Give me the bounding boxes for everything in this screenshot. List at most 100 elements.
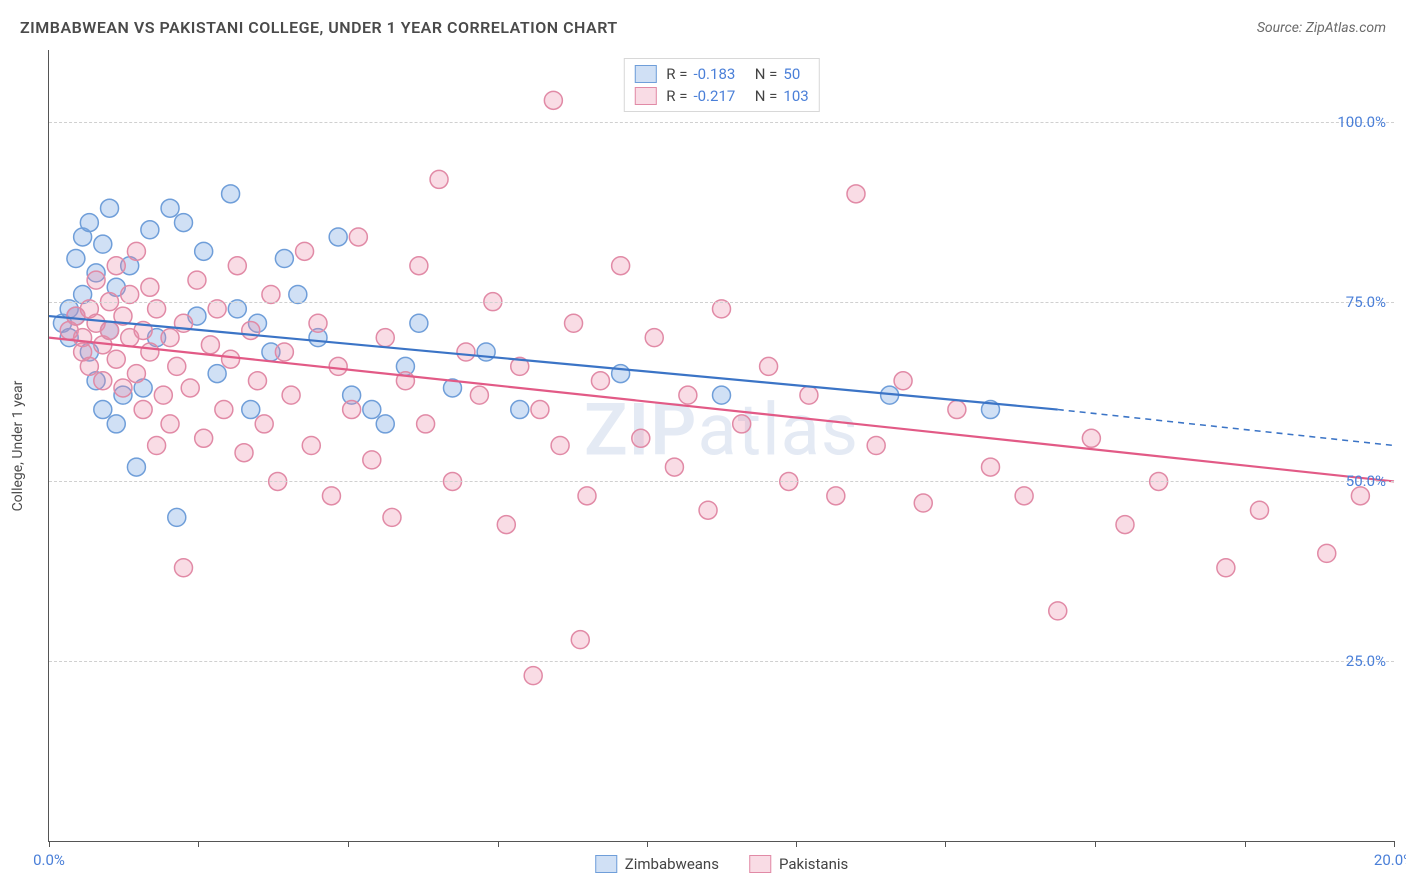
scatter-point xyxy=(524,667,542,685)
scatter-point xyxy=(107,415,125,433)
scatter-point xyxy=(222,350,240,368)
legend-correlation: R = -0.183 N = 50 R = -0.217 N = 103 xyxy=(623,58,819,112)
scatter-point xyxy=(982,458,1000,476)
scatter-point xyxy=(228,257,246,275)
legend-swatch xyxy=(634,65,656,83)
scatter-point xyxy=(154,386,172,404)
scatter-point xyxy=(914,494,932,512)
y-tick-label: 75.0% xyxy=(1346,293,1386,311)
x-tick-mark xyxy=(1245,841,1246,847)
scatter-point xyxy=(1116,516,1134,534)
scatter-point xyxy=(141,278,159,296)
gridline-h xyxy=(49,481,1394,482)
scatter-point xyxy=(134,401,152,419)
scatter-point xyxy=(67,250,85,268)
scatter-point xyxy=(497,516,515,534)
y-axis-label: College, Under 1 year xyxy=(10,381,26,512)
legend-swatch xyxy=(749,855,771,873)
scatter-point xyxy=(544,91,562,109)
scatter-point xyxy=(296,242,314,260)
scatter-point xyxy=(275,343,293,361)
scatter-point xyxy=(376,415,394,433)
scatter-point xyxy=(383,508,401,526)
legend-series-label: Pakistanis xyxy=(779,855,848,873)
scatter-point xyxy=(733,415,751,433)
scatter-point xyxy=(309,314,327,332)
scatter-point xyxy=(222,185,240,203)
scatter-point xyxy=(141,221,159,239)
scatter-point xyxy=(248,372,266,390)
y-tick-label: 100.0% xyxy=(1337,113,1386,131)
scatter-point xyxy=(208,365,226,383)
legend-series: Zimbabweans Pakistanis xyxy=(595,855,849,873)
legend-text: R = -0.183 N = 50 xyxy=(666,65,800,83)
scatter-point xyxy=(578,487,596,505)
scatter-point xyxy=(699,501,717,519)
x-tick-mark xyxy=(1394,841,1395,847)
scatter-point xyxy=(188,271,206,289)
scatter-point xyxy=(760,357,778,375)
scatter-point xyxy=(679,386,697,404)
scatter-point xyxy=(1251,501,1269,519)
scatter-point xyxy=(255,415,273,433)
scatter-point xyxy=(713,386,731,404)
scatter-point xyxy=(302,437,320,455)
scatter-point xyxy=(457,343,475,361)
scatter-point xyxy=(242,401,260,419)
scatter-point xyxy=(322,487,340,505)
y-tick-label: 25.0% xyxy=(1346,652,1386,670)
plot-container: College, Under 1 year ZIPatlas R = -0.18… xyxy=(48,50,1394,842)
legend-series-item: Zimbabweans xyxy=(595,855,719,873)
scatter-point xyxy=(948,401,966,419)
trend-line-dashed xyxy=(1058,410,1394,446)
x-tick-label: 20.0% xyxy=(1374,851,1406,869)
scatter-point xyxy=(551,437,569,455)
source-label: Source: ZipAtlas.com xyxy=(1257,20,1386,36)
gridline-h xyxy=(49,302,1394,303)
scatter-point xyxy=(349,228,367,246)
scatter-point xyxy=(175,559,193,577)
x-tick-mark xyxy=(945,841,946,847)
scatter-point xyxy=(827,487,845,505)
scatter-point xyxy=(632,429,650,447)
scatter-point xyxy=(1217,559,1235,577)
scatter-point xyxy=(127,458,145,476)
scatter-point xyxy=(1082,429,1100,447)
x-tick-mark xyxy=(49,841,50,847)
scatter-point xyxy=(565,314,583,332)
trend-line xyxy=(49,316,1058,409)
scatter-point xyxy=(195,429,213,447)
scatter-point xyxy=(329,228,347,246)
scatter-point xyxy=(867,437,885,455)
scatter-point xyxy=(161,199,179,217)
scatter-point xyxy=(343,401,361,419)
scatter-point xyxy=(141,343,159,361)
scatter-point xyxy=(168,357,186,375)
scatter-point xyxy=(282,386,300,404)
plot-svg xyxy=(49,50,1394,841)
scatter-point xyxy=(571,631,589,649)
x-tick-mark xyxy=(1095,841,1096,847)
scatter-point xyxy=(80,357,98,375)
legend-row: R = -0.217 N = 103 xyxy=(634,85,808,107)
legend-series-item: Pakistanis xyxy=(749,855,848,873)
x-tick-mark xyxy=(348,841,349,847)
scatter-point xyxy=(470,386,488,404)
scatter-point xyxy=(168,508,186,526)
chart-title: ZIMBABWEAN VS PAKISTANI COLLEGE, UNDER 1… xyxy=(20,18,618,37)
scatter-point xyxy=(195,242,213,260)
scatter-point xyxy=(410,314,428,332)
scatter-point xyxy=(665,458,683,476)
scatter-point xyxy=(894,372,912,390)
scatter-point xyxy=(1049,602,1067,620)
scatter-point xyxy=(612,257,630,275)
scatter-point xyxy=(511,401,529,419)
scatter-point xyxy=(101,199,119,217)
scatter-point xyxy=(591,372,609,390)
scatter-point xyxy=(275,250,293,268)
scatter-point xyxy=(87,271,105,289)
x-tick-mark xyxy=(198,841,199,847)
x-tick-mark xyxy=(498,841,499,847)
scatter-point xyxy=(531,401,549,419)
scatter-point xyxy=(363,401,381,419)
